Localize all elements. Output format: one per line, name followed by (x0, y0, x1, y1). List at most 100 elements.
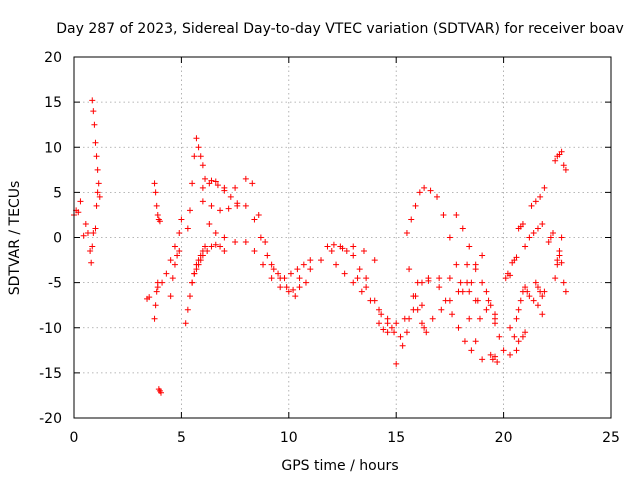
y-tick-label: 0 (53, 231, 62, 247)
data-point (360, 248, 367, 255)
y-tick-label: 15 (44, 95, 62, 111)
data-point (472, 338, 479, 345)
data-point (227, 193, 234, 200)
data-point (391, 329, 398, 336)
data-point (412, 202, 419, 209)
data-point (453, 261, 460, 268)
data-point (534, 302, 541, 309)
series-arc-36 (513, 284, 531, 322)
series-arc-45 (554, 252, 565, 266)
data-point (455, 288, 462, 295)
data-point (163, 270, 170, 277)
data-point (468, 347, 475, 354)
data-point (152, 302, 159, 309)
data-point (562, 288, 569, 295)
data-point (380, 326, 387, 333)
data-point (421, 184, 428, 191)
data-point (436, 275, 443, 282)
y-axis-label: SDTVAR / TECUs (7, 181, 23, 296)
data-point (530, 297, 537, 304)
data-point (184, 306, 191, 313)
data-point (217, 207, 224, 214)
data-point (393, 360, 400, 367)
data-point (262, 239, 269, 246)
data-point (429, 315, 436, 322)
data-point (502, 275, 509, 282)
data-point (530, 229, 537, 236)
data-point (242, 239, 249, 246)
data-point (492, 320, 499, 327)
data-point (376, 320, 383, 327)
data-point (225, 205, 232, 212)
data-point (354, 275, 361, 282)
data-point (519, 333, 526, 340)
data-point (221, 248, 228, 255)
series-arc-08 (155, 386, 164, 396)
data-point (562, 166, 569, 173)
data-point (507, 351, 514, 358)
data-point (264, 252, 271, 259)
data-point (472, 261, 479, 268)
data-point (554, 257, 561, 264)
data-point (206, 220, 213, 227)
data-point (552, 275, 559, 282)
data-point (558, 234, 565, 241)
data-point (494, 359, 501, 366)
data-point (277, 284, 284, 291)
data-point (517, 297, 524, 304)
y-tick-label: 10 (44, 140, 62, 156)
data-point (178, 216, 185, 223)
series-arc-05 (144, 294, 153, 302)
series-arc-16 (206, 220, 299, 300)
series-arc-06 (151, 180, 163, 225)
data-point (268, 261, 275, 268)
x-tick-label: 15 (387, 430, 405, 446)
series-arc-43 (552, 148, 565, 164)
data-point (221, 234, 228, 241)
data-point (275, 270, 282, 277)
data-point (214, 182, 221, 189)
data-point (154, 211, 161, 218)
series-arc-38 (522, 220, 546, 250)
series-arc-11 (182, 241, 228, 327)
data-point (376, 306, 383, 313)
data-point (290, 286, 297, 293)
data-point (270, 266, 277, 273)
data-point (89, 97, 96, 104)
data-point (82, 220, 89, 227)
data-point (507, 324, 514, 331)
data-point (294, 266, 301, 273)
data-point (547, 234, 554, 241)
data-point (453, 211, 460, 218)
data-point (556, 252, 563, 259)
data-point (152, 189, 159, 196)
data-point (197, 153, 204, 160)
data-point (249, 180, 256, 187)
data-point (371, 297, 378, 304)
data-point (328, 248, 335, 255)
x-tick-label: 10 (280, 430, 298, 446)
data-point (416, 189, 423, 196)
series-arc-09 (154, 216, 185, 291)
data-point (234, 200, 241, 207)
data-point (151, 315, 158, 322)
data-point (146, 294, 153, 301)
series-arc-12 (184, 135, 206, 232)
series-arc-21 (354, 275, 410, 340)
data-point (414, 279, 421, 286)
data-point (388, 324, 395, 331)
data-point (446, 234, 453, 241)
data-point (84, 229, 91, 236)
data-point (77, 198, 84, 205)
x-tick-label: 25 (602, 430, 620, 446)
data-point (384, 329, 391, 336)
data-point (513, 315, 520, 322)
series-arc-17 (202, 175, 241, 207)
data-point (257, 234, 264, 241)
data-point (560, 162, 567, 169)
data-point (300, 261, 307, 268)
series-arc-04 (93, 180, 103, 209)
data-point (182, 320, 189, 327)
data-point (337, 243, 344, 250)
